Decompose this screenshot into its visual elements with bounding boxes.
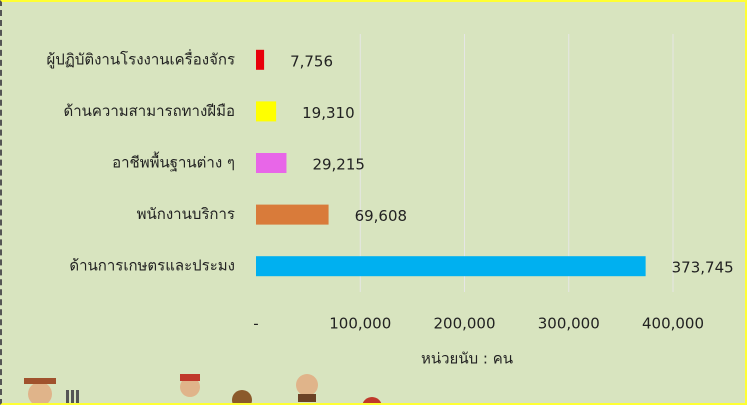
value-label: 19,310 (302, 104, 355, 122)
value-label: 69,608 (355, 207, 408, 225)
y-tick-label: ด้านการเกษตรและประมง (69, 257, 235, 275)
bar (256, 256, 646, 276)
value-label: 7,756 (290, 52, 333, 70)
y-tick-label: ด้านความสามารถทางฝีมือ (63, 102, 235, 120)
value-label: 373,745 (672, 259, 734, 277)
x-tick-label: 400,000 (642, 315, 704, 333)
x-tick-label: 100,000 (329, 315, 391, 333)
x-axis-label: หน่วยนับ : คน (421, 350, 513, 368)
bar (256, 153, 286, 173)
decoration (24, 374, 382, 403)
y-tick-label: อาชีพพื้นฐานต่าง ๆ (112, 152, 235, 172)
bar (256, 50, 264, 70)
bar (256, 205, 329, 225)
x-tick-label: 200,000 (433, 315, 495, 333)
chart-frame: หน่วยนับ : คน - 100,000 200,000 300,000 400,… (0, 0, 747, 405)
y-tick-label: พนักงานบริการ (137, 205, 235, 223)
x-tick-label: 300,000 (538, 315, 600, 333)
x-tick-label: - (253, 315, 258, 333)
chart: หน่วยนับ : คน - 100,000 200,000 300,000 400,… (2, 2, 745, 403)
y-tick-label: ผู้ปฏิบัติงานโรงงานเครื่องจักร (46, 48, 235, 68)
value-label: 29,215 (312, 156, 365, 174)
bar (256, 101, 276, 121)
